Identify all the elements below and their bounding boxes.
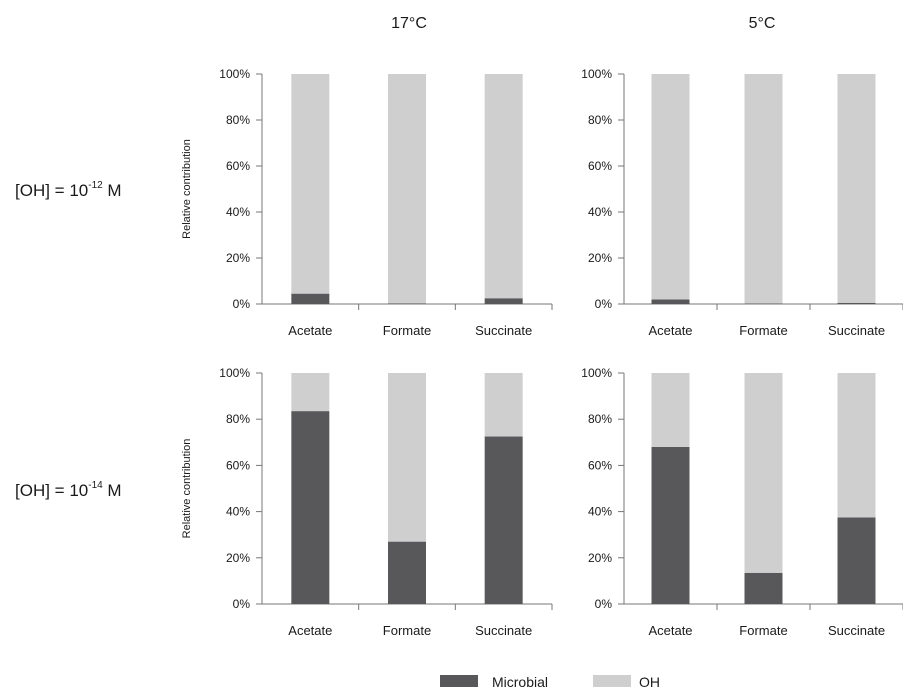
legend-swatch-oh (593, 675, 631, 687)
y-tick-label: 40% (226, 505, 250, 519)
x-category-label: Formate (383, 323, 431, 338)
bar-oh-succinate (484, 373, 523, 437)
x-category-label: Succinate (828, 323, 885, 338)
bar-microbial-acetate (291, 411, 330, 604)
y-tick-label: 80% (226, 412, 250, 426)
y-tick-label: 0% (233, 597, 251, 611)
bar-microbial-acetate (291, 293, 330, 304)
row-label-unit: M (103, 181, 122, 200)
x-category-label: Formate (739, 323, 787, 338)
bar-oh-acetate (291, 373, 330, 412)
bar-microbial-formate (744, 572, 783, 604)
y-tick-label: 100% (219, 366, 250, 380)
y-tick-label: 60% (226, 159, 250, 173)
y-axis-title: Relative contribution (181, 139, 193, 239)
x-category-label: Formate (383, 623, 431, 638)
row-label-oh-1e-12: [OH] = 10-12 M (15, 180, 122, 200)
bar-oh-acetate (291, 74, 330, 294)
x-category-label: Acetate (648, 323, 692, 338)
bar-microbial-formate (388, 303, 426, 304)
legend: Microbial OH (440, 674, 660, 689)
y-tick-label: 40% (588, 505, 612, 519)
bar-microbial-acetate (651, 446, 690, 604)
y-tick-label: 100% (219, 67, 250, 81)
y-tick-label: 60% (226, 458, 250, 472)
x-category-label: Acetate (288, 323, 332, 338)
bar-microbial-acetate (651, 299, 690, 304)
x-category-label: Succinate (475, 623, 532, 638)
bar-microbial-succinate (484, 436, 523, 604)
y-tick-label: 80% (588, 412, 612, 426)
bar-microbial-succinate (484, 298, 523, 304)
x-category-label: Succinate (475, 323, 532, 338)
x-category-label: Acetate (288, 623, 332, 638)
row-label-base: [OH] = 10 (15, 481, 88, 500)
y-tick-label: 100% (581, 366, 612, 380)
y-tick-label: 40% (588, 205, 612, 219)
legend-swatch-microbial (440, 675, 478, 687)
y-tick-label: 0% (233, 297, 251, 311)
bar-oh-acetate (651, 74, 690, 300)
bar-oh-formate (388, 74, 426, 304)
y-axis-title: Relative contribution (181, 439, 193, 539)
row-label-base: [OH] = 10 (15, 181, 88, 200)
panel-5c-oh-1e-14: 0% 20% 40% 60% 80% 100% Acetate Formate Succinat… (581, 366, 903, 638)
bar-oh-acetate (651, 373, 690, 447)
bar-oh-formate (744, 74, 783, 304)
panel-17c-oh-1e-12: 0% 20% 40% 60% 80% 100% Acetate Formate Succinat… (181, 67, 553, 338)
y-tick-label: 100% (581, 67, 612, 81)
bar-oh-formate (388, 373, 426, 542)
row-label-unit: M (103, 481, 122, 500)
panel-17c-oh-1e-14: 0% 20% 40% 60% 80% 100% Acetate Formate Succinat… (181, 366, 553, 638)
bar-oh-formate (744, 373, 783, 573)
y-tick-label: 0% (595, 297, 613, 311)
row-label-exponent: -12 (88, 180, 103, 191)
bar-oh-succinate (484, 74, 523, 299)
column-title-5c: 5°C (749, 15, 776, 32)
y-tick-label: 20% (588, 251, 612, 265)
panel-5c-oh-1e-12: 0% 20% 40% 60% 80% 100% Acetate Formate Succinat… (581, 67, 903, 338)
legend-label-microbial: Microbial (492, 674, 548, 689)
y-tick-label: 60% (588, 159, 612, 173)
bar-microbial-succinate (837, 517, 876, 604)
column-title-17c: 17°C (391, 15, 427, 32)
y-tick-label: 20% (588, 551, 612, 565)
y-tick-label: 40% (226, 205, 250, 219)
bar-oh-succinate (837, 74, 876, 303)
legend-label-oh: OH (639, 674, 660, 689)
x-category-label: Formate (739, 623, 787, 638)
y-tick-label: 60% (588, 458, 612, 472)
y-tick-label: 20% (226, 551, 250, 565)
x-category-label: Acetate (648, 623, 692, 638)
row-label-oh-1e-14: [OH] = 10-14 M (15, 480, 122, 500)
y-tick-label: 80% (588, 113, 612, 127)
bar-oh-succinate (837, 373, 876, 518)
bar-microbial-succinate (837, 302, 876, 304)
x-category-label: Succinate (828, 623, 885, 638)
y-tick-label: 20% (226, 251, 250, 265)
bar-microbial-formate (388, 541, 426, 604)
row-label-exponent: -14 (88, 480, 103, 491)
y-tick-label: 80% (226, 113, 250, 127)
y-tick-label: 0% (595, 597, 613, 611)
